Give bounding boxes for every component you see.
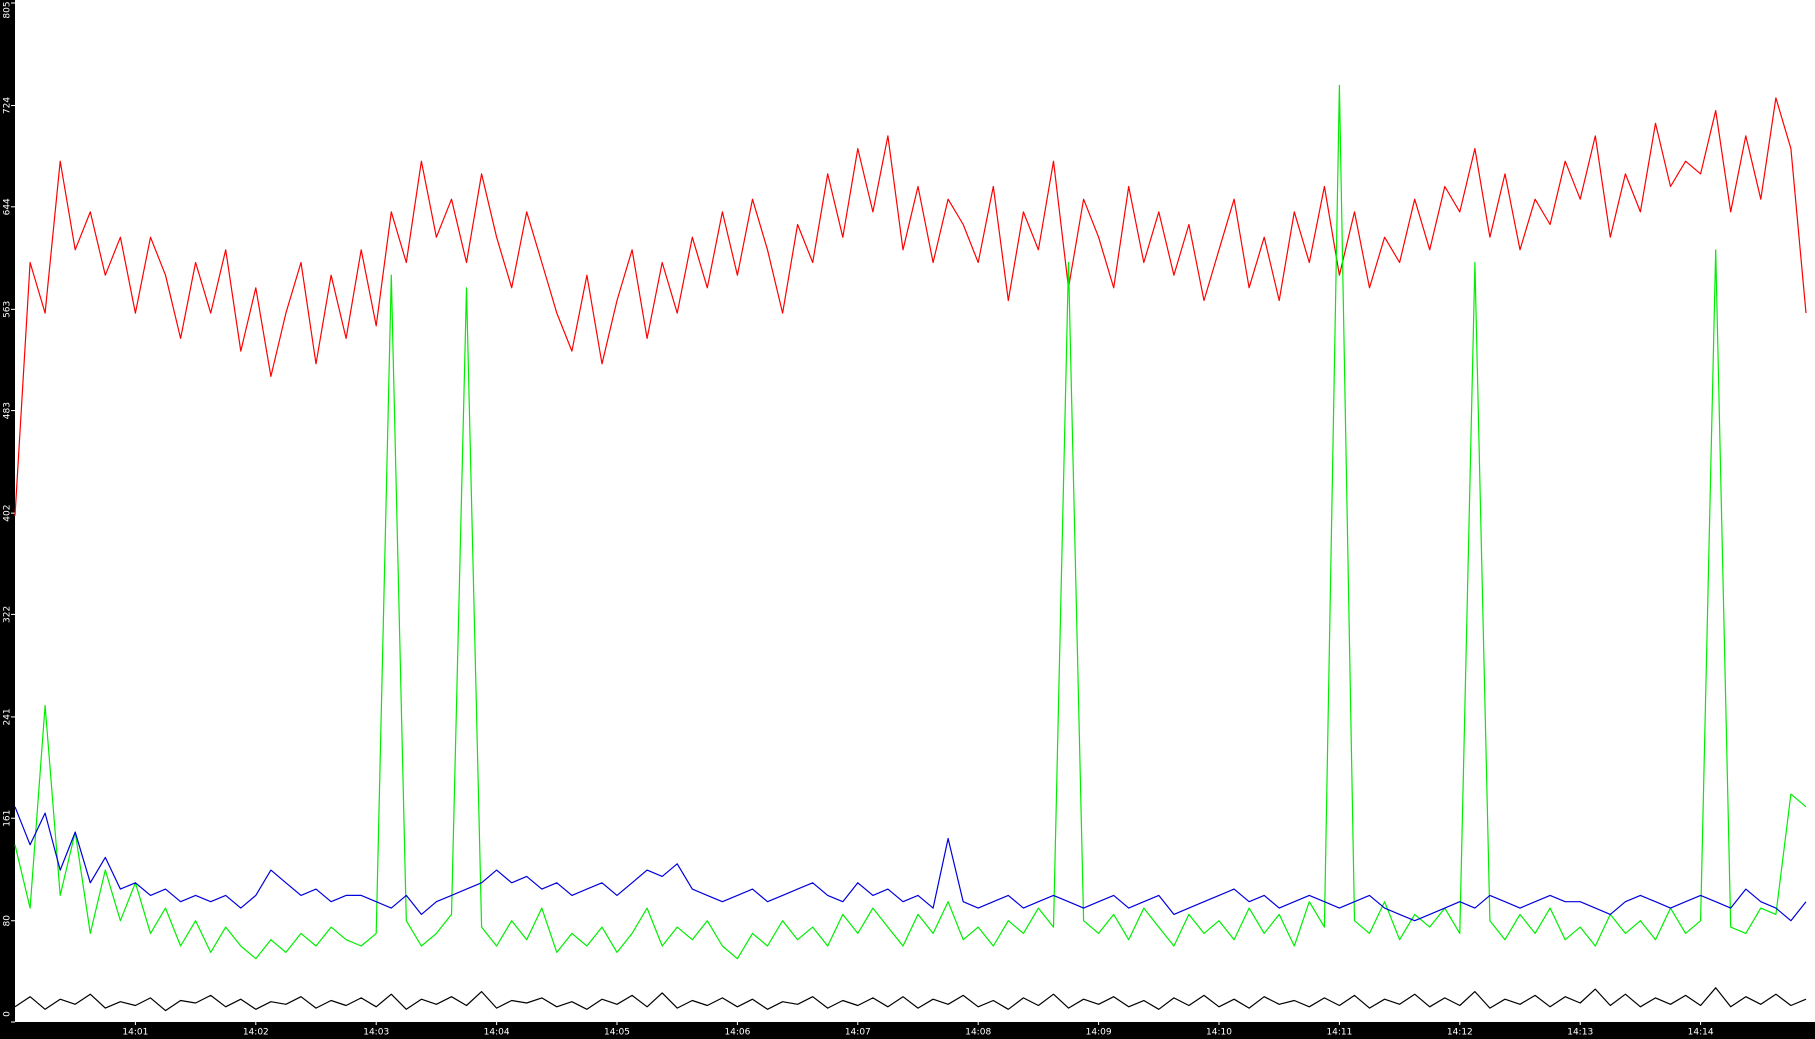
y-tick-label: 644 bbox=[3, 198, 13, 215]
x-tick-label: 14:08 bbox=[965, 1028, 991, 1038]
series-line bbox=[14, 97, 1807, 516]
y-tick-label: 805 bbox=[3, 1, 13, 18]
x-tick-label: 14:13 bbox=[1567, 1028, 1593, 1038]
x-tick-label: 14:14 bbox=[1688, 1028, 1714, 1038]
series-line bbox=[14, 84, 1807, 960]
y-tick-label: 241 bbox=[3, 708, 13, 725]
y-tick-label: 161 bbox=[3, 810, 13, 827]
x-tick-label: 14:09 bbox=[1086, 1028, 1112, 1038]
y-tick-label: 724 bbox=[3, 97, 13, 114]
x-axis-strip bbox=[0, 1022, 1815, 1039]
y-tick-label: 80 bbox=[3, 915, 13, 927]
x-tick-label: 14:02 bbox=[243, 1028, 269, 1038]
x-tick-label: 14:07 bbox=[845, 1028, 871, 1038]
series-line bbox=[14, 806, 1807, 922]
y-tick-label: 402 bbox=[3, 505, 13, 522]
x-tick-label: 14:12 bbox=[1447, 1028, 1473, 1038]
x-tick-label: 14:11 bbox=[1326, 1028, 1352, 1038]
y-axis-strip bbox=[0, 0, 15, 1039]
x-tick-label: 14:04 bbox=[484, 1028, 510, 1038]
y-tick-label: 563 bbox=[3, 301, 13, 318]
x-tick-label: 14:10 bbox=[1206, 1028, 1232, 1038]
x-tick-label: 14:06 bbox=[724, 1028, 750, 1038]
y-tick-label: 322 bbox=[3, 606, 13, 623]
y-tick-label: 483 bbox=[3, 402, 13, 419]
y-tick-label: 0 bbox=[3, 1011, 13, 1017]
x-tick-label: 14:01 bbox=[122, 1028, 148, 1038]
series-line bbox=[14, 987, 1807, 1012]
x-tick-label: 14:03 bbox=[363, 1028, 389, 1038]
x-tick-label: 14:05 bbox=[604, 1028, 630, 1038]
